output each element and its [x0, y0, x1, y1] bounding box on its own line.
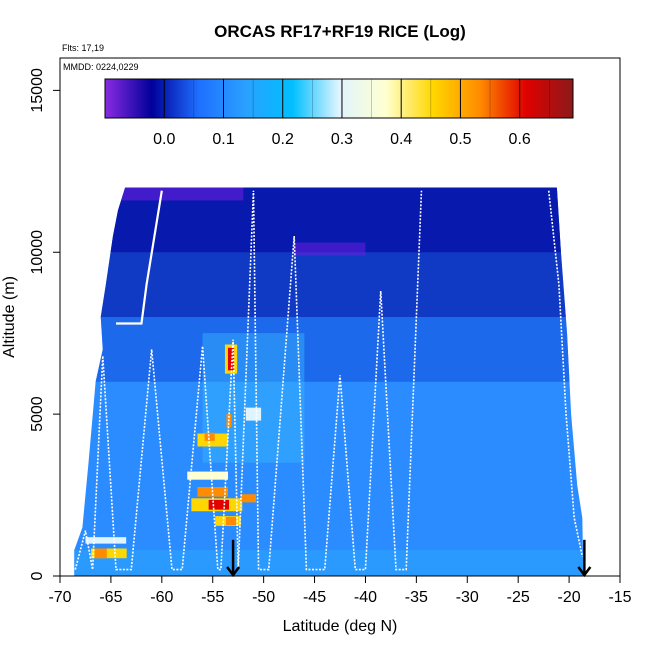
- x-tick-label: -30: [456, 589, 479, 606]
- y-axis-label: Altitude (m): [1, 276, 18, 358]
- colorbar-tick-label: 0.2: [272, 131, 294, 148]
- field-band: [74, 550, 584, 576]
- colorbar: 0.0 0.1 0.2 0.3 0.4 0.5 0.6: [104, 78, 574, 148]
- chart-title: ORCAS RF17+RF19 RICE (Log): [214, 22, 466, 41]
- x-tick-label: -70: [48, 589, 71, 606]
- colorbar-ticks: 0.0 0.1 0.2 0.3 0.4 0.5 0.6: [153, 79, 550, 148]
- x-tick-label: -40: [354, 589, 377, 606]
- colorbar-tick-label: 0.0: [153, 131, 175, 148]
- field-blob: [225, 516, 237, 526]
- x-axis: -70 -65 -60 -55 -50 -45 -40 -35 -30 -25 -20 -15: [48, 575, 632, 606]
- field-blob: [228, 347, 235, 371]
- x-tick-label: -55: [201, 589, 224, 606]
- field-blob: [91, 548, 127, 559]
- flights-annotation: Flts: 17,19: [62, 43, 104, 53]
- colorbar-tick-label: 0.5: [449, 131, 471, 148]
- x-tick-label: -45: [303, 589, 326, 606]
- x-tick-label: -15: [608, 589, 631, 606]
- y-tick-label: 15000: [29, 68, 46, 113]
- arrow-head: [577, 566, 592, 578]
- y-tick-label: 0: [29, 571, 46, 580]
- x-tick-label: -65: [99, 589, 122, 606]
- colorbar-tick-label: 0.3: [331, 131, 353, 148]
- heatmap-field: [74, 187, 584, 576]
- flight-track-ascent: [116, 190, 163, 325]
- field-blob: [245, 407, 262, 421]
- field-band: [294, 242, 366, 256]
- x-tick-label: -35: [405, 589, 428, 606]
- x-tick-label: -20: [558, 589, 581, 606]
- colorbar-tick-label: 0.4: [390, 131, 412, 148]
- arrows: [226, 539, 592, 578]
- colorbar-gradient: [105, 79, 573, 118]
- x-axis-label: Latitude (deg N): [283, 618, 398, 635]
- x-tick-label: -25: [507, 589, 530, 606]
- field-blob: [187, 471, 228, 480]
- y-tick-label: 5000: [29, 396, 46, 432]
- flight-track-descent: [547, 190, 584, 557]
- colorbar-tick-label: 0.6: [509, 131, 531, 148]
- colorbar-tick-label: 0.1: [212, 131, 234, 148]
- field-blob: [85, 537, 127, 544]
- field-blob: [240, 494, 256, 503]
- field-blob: [204, 432, 215, 441]
- mmdd-annotation: MMDD: 0224,0229: [63, 62, 139, 72]
- x-tick-label: -60: [150, 589, 173, 606]
- field-blob: [208, 499, 230, 510]
- x-tick-label: -50: [252, 589, 275, 606]
- y-tick-label: 10000: [29, 230, 46, 275]
- colorbar-frame: [104, 78, 574, 119]
- field-band: [74, 187, 244, 201]
- arrow-head: [226, 566, 241, 578]
- y-axis: 0 5000 10000 15000: [29, 68, 61, 580]
- field-band: [74, 317, 584, 382]
- field-blob: [94, 548, 107, 559]
